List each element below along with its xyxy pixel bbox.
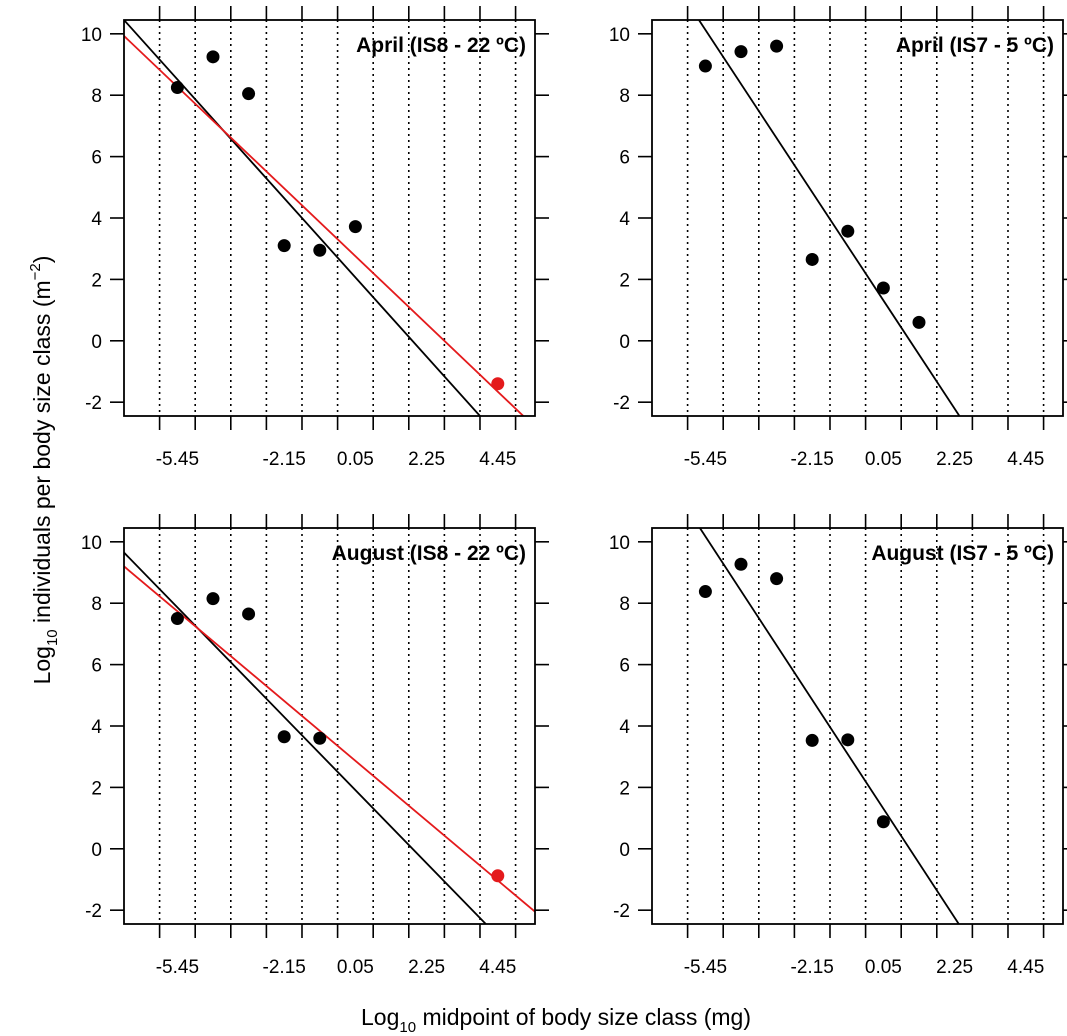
data-point: [698, 585, 712, 599]
y-tick-label: 4: [619, 717, 630, 738]
x-tick-label: -5.45: [684, 957, 727, 978]
x-tick-label: 4.45: [479, 957, 516, 978]
data-point: [805, 733, 819, 747]
data-point: [242, 87, 256, 101]
chart-panel-1: -5.45 -2.15 0.05 2.25 4.45 10 8 6 4 2 0 -2 April (IS…: [81, 6, 549, 470]
y-tick-label: 8: [91, 86, 102, 107]
x-axis-title: Log10 midpoint of body size class (mg): [361, 1004, 751, 1036]
y-tick-label: -2: [613, 393, 630, 414]
y-tick-label: 8: [91, 594, 102, 615]
panel-title: August (IS7 - 5 ºC): [871, 542, 1054, 565]
regression-line-black: [698, 20, 961, 416]
y-tick-label: 6: [619, 656, 630, 677]
y-tick-label: 0: [91, 332, 102, 353]
x-tick-label: 2.25: [936, 449, 973, 470]
x-tick-label: -2.15: [791, 449, 834, 470]
y-tick-label: 6: [619, 148, 630, 169]
chart-panel-3: -5.45 -2.15 0.05 2.25 4.45 10 8 6 4 2 0 -2 August (I…: [81, 514, 549, 978]
data-point: [841, 224, 855, 238]
regression-line-black: [124, 551, 487, 924]
y-tick-label: 0: [619, 332, 630, 353]
x-tick-label: 4.45: [1007, 449, 1044, 470]
data-point: [805, 252, 819, 266]
regression-line-black: [699, 528, 960, 924]
panel-title: April (IS7 - 5 ºC): [896, 34, 1054, 57]
y-tick-label: 0: [619, 840, 630, 861]
x-tick-label: 0.05: [337, 449, 374, 470]
y-tick-label: 10: [81, 533, 102, 554]
panel-title: August (IS8 - 22 ºC): [332, 542, 526, 565]
data-point: [770, 572, 784, 586]
data-point: [876, 815, 890, 829]
panel-title: April (IS8 - 22 ºC): [356, 34, 526, 57]
regression-lines: [124, 20, 524, 416]
data-point: [170, 612, 184, 626]
plot-frame: [123, 527, 536, 925]
x-tick-label: -2.15: [263, 449, 306, 470]
data-point: [841, 733, 855, 747]
y-tick-label: 6: [91, 148, 102, 169]
chart-panel-4: -5.45 -2.15 0.05 2.25 4.45 10 8 6 4 2 0 -2 August (I…: [609, 514, 1067, 978]
data-point: [313, 731, 327, 745]
plot-frame: [651, 527, 1064, 925]
data-point: [313, 243, 327, 257]
y-axis-title: Log10 individuals per body size class (m…: [27, 256, 61, 685]
data-point-red: [491, 869, 505, 883]
y-tick-label: 10: [609, 533, 630, 554]
chart-panel-2: -5.45 -2.15 0.05 2.25 4.45 10 8 6 4 2 0 -2 April (IS…: [609, 6, 1067, 470]
x-tick-label: 4.45: [1007, 957, 1044, 978]
y-tick-label: -2: [85, 393, 102, 414]
y-tick-label: -2: [613, 901, 630, 922]
x-tick-label: -2.15: [263, 957, 306, 978]
data-point: [912, 315, 926, 329]
plot-frame: [123, 19, 536, 417]
x-tick-label: 0.05: [337, 957, 374, 978]
y-tick-label: 6: [91, 656, 102, 677]
x-tick-label: 4.45: [479, 449, 516, 470]
data-point: [277, 730, 291, 744]
x-tick-label: 0.05: [865, 957, 902, 978]
y-tick-label: 2: [619, 778, 630, 799]
data-point: [698, 59, 712, 73]
x-tick-label: 2.25: [408, 449, 445, 470]
y-tick-label: 10: [81, 25, 102, 46]
data-point: [277, 239, 291, 253]
regression-line-red: [124, 35, 524, 416]
y-tick-label: 8: [619, 86, 630, 107]
y-tick-label: 2: [91, 270, 102, 291]
y-tick-label: -2: [85, 901, 102, 922]
x-tick-label: 2.25: [936, 957, 973, 978]
x-tick-label: 2.25: [408, 957, 445, 978]
y-tick-label: 2: [91, 778, 102, 799]
data-point: [170, 81, 184, 95]
data-point: [348, 220, 362, 234]
data-point: [734, 557, 748, 571]
x-tick-label: -5.45: [684, 449, 727, 470]
regression-lines: [699, 528, 960, 924]
y-tick-label: 0: [91, 840, 102, 861]
x-tick-label: 0.05: [865, 449, 902, 470]
data-point: [876, 281, 890, 295]
y-tick-label: 10: [609, 25, 630, 46]
regression-line-red: [124, 565, 535, 913]
regression-lines: [124, 551, 535, 924]
y-tick-label: 4: [91, 209, 102, 230]
y-tick-label: 8: [619, 594, 630, 615]
x-tick-label: -2.15: [791, 957, 834, 978]
y-tick-label: 4: [619, 209, 630, 230]
x-tick-label: -5.45: [156, 957, 199, 978]
plot-frame: [651, 19, 1064, 417]
data-point: [242, 607, 256, 621]
data-point: [206, 592, 220, 606]
data-point: [734, 45, 748, 59]
y-tick-label: 4: [91, 717, 102, 738]
y-tick-label: 2: [619, 270, 630, 291]
data-point-red: [491, 377, 505, 391]
regression-lines: [698, 20, 961, 416]
data-point: [770, 39, 784, 53]
x-tick-label: -5.45: [156, 449, 199, 470]
data-point: [206, 50, 220, 64]
